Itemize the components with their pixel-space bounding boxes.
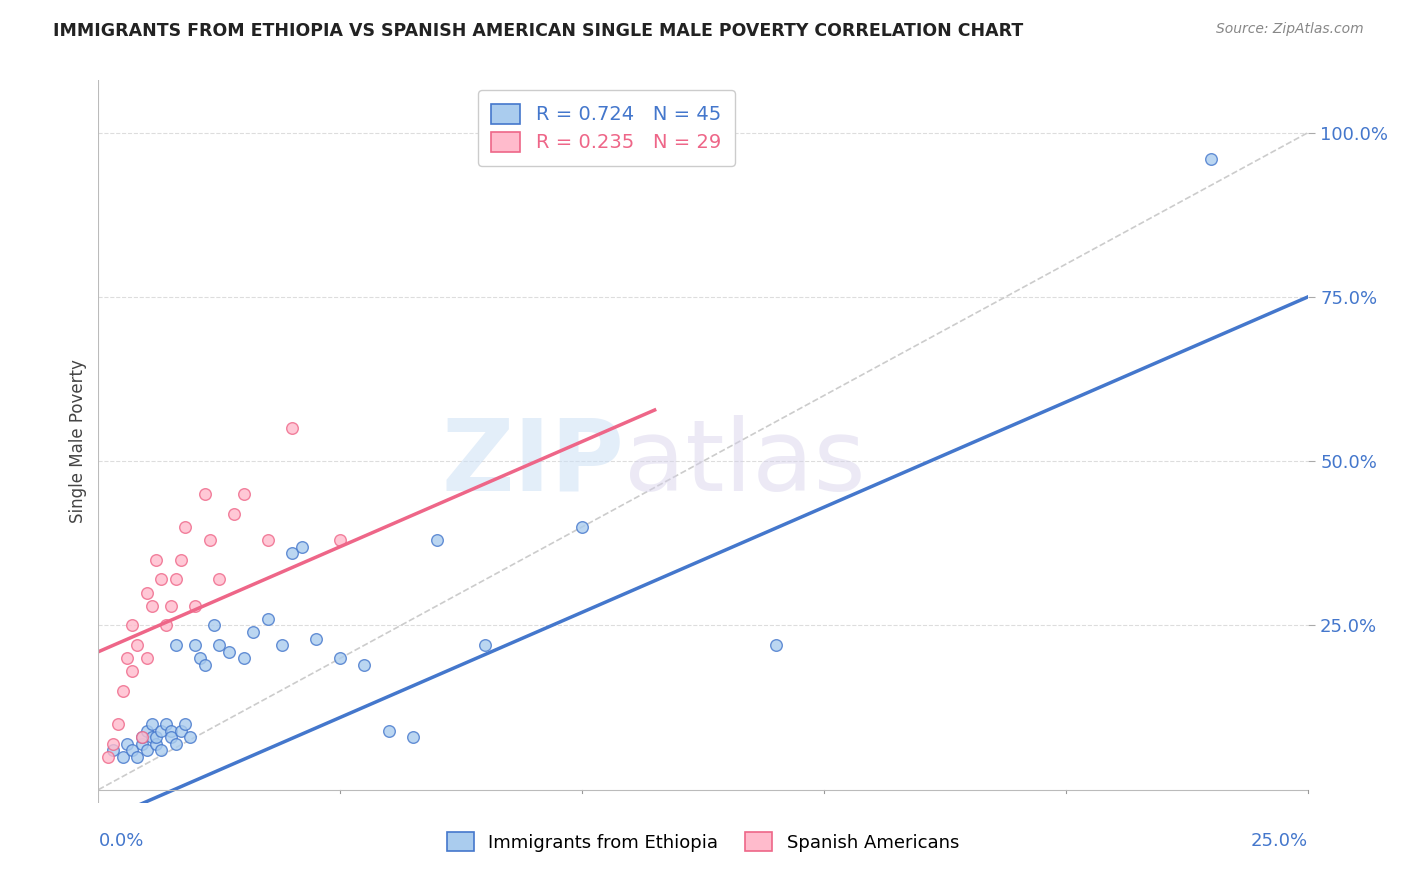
Point	[184, 638, 207, 652]
Point	[97, 749, 120, 764]
Point	[160, 599, 183, 613]
Point	[145, 553, 167, 567]
Point	[131, 730, 153, 744]
Point	[184, 599, 207, 613]
Point	[121, 665, 143, 679]
Point	[160, 723, 183, 738]
Y-axis label: Single Male Poverty: Single Male Poverty	[69, 359, 87, 524]
Point	[165, 573, 187, 587]
Point	[101, 743, 124, 757]
Point	[194, 657, 217, 672]
Point	[353, 657, 375, 672]
Point	[150, 573, 173, 587]
Point	[135, 723, 157, 738]
Point	[290, 540, 312, 554]
Point	[281, 421, 304, 435]
Point	[256, 533, 278, 547]
Point	[256, 612, 278, 626]
Point	[165, 638, 187, 652]
Point	[107, 717, 129, 731]
Point	[329, 651, 352, 665]
Point	[141, 730, 163, 744]
Point	[150, 743, 173, 757]
Point	[131, 737, 153, 751]
Point	[121, 618, 143, 632]
Point	[111, 749, 134, 764]
Point	[222, 507, 245, 521]
Point	[135, 743, 157, 757]
Point	[101, 737, 124, 751]
Point	[155, 618, 177, 632]
Text: 25.0%: 25.0%	[1250, 831, 1308, 850]
Point	[117, 737, 139, 751]
Text: 0.0%: 0.0%	[98, 831, 143, 850]
Text: Source: ZipAtlas.com: Source: ZipAtlas.com	[1216, 22, 1364, 37]
Legend: Immigrants from Ethiopia, Spanish Americans: Immigrants from Ethiopia, Spanish Americ…	[440, 825, 966, 859]
Point	[765, 638, 787, 652]
Point	[271, 638, 294, 652]
Point	[305, 632, 328, 646]
Point	[141, 717, 163, 731]
Text: IMMIGRANTS FROM ETHIOPIA VS SPANISH AMERICAN SINGLE MALE POVERTY CORRELATION CHA: IMMIGRANTS FROM ETHIOPIA VS SPANISH AMER…	[53, 22, 1024, 40]
Point	[668, 126, 690, 140]
Point	[426, 533, 449, 547]
Point	[218, 645, 240, 659]
Point	[135, 585, 157, 599]
Point	[165, 737, 187, 751]
Point	[111, 684, 134, 698]
Point	[141, 599, 163, 613]
Point	[232, 651, 254, 665]
Point	[198, 533, 221, 547]
Point	[402, 730, 425, 744]
Point	[155, 717, 177, 731]
Point	[135, 651, 157, 665]
Point	[208, 638, 231, 652]
Point	[169, 723, 191, 738]
Point	[169, 553, 191, 567]
Point	[377, 723, 399, 738]
Point	[160, 730, 183, 744]
Point	[174, 717, 197, 731]
Point	[145, 730, 167, 744]
Point	[174, 520, 197, 534]
Text: ZIP: ZIP	[441, 415, 624, 512]
Point	[127, 638, 149, 652]
Point	[150, 723, 173, 738]
Point	[117, 651, 139, 665]
Point	[571, 520, 593, 534]
Point	[188, 651, 211, 665]
Point	[281, 546, 304, 560]
Point	[194, 487, 217, 501]
Point	[474, 638, 496, 652]
Point	[329, 533, 352, 547]
Point	[131, 730, 153, 744]
Point	[127, 749, 149, 764]
Point	[121, 743, 143, 757]
Point	[242, 625, 264, 640]
Point	[232, 487, 254, 501]
Point	[1199, 152, 1222, 166]
Text: atlas: atlas	[624, 415, 866, 512]
Point	[179, 730, 201, 744]
Point	[208, 573, 231, 587]
Point	[204, 618, 226, 632]
Point	[145, 737, 167, 751]
